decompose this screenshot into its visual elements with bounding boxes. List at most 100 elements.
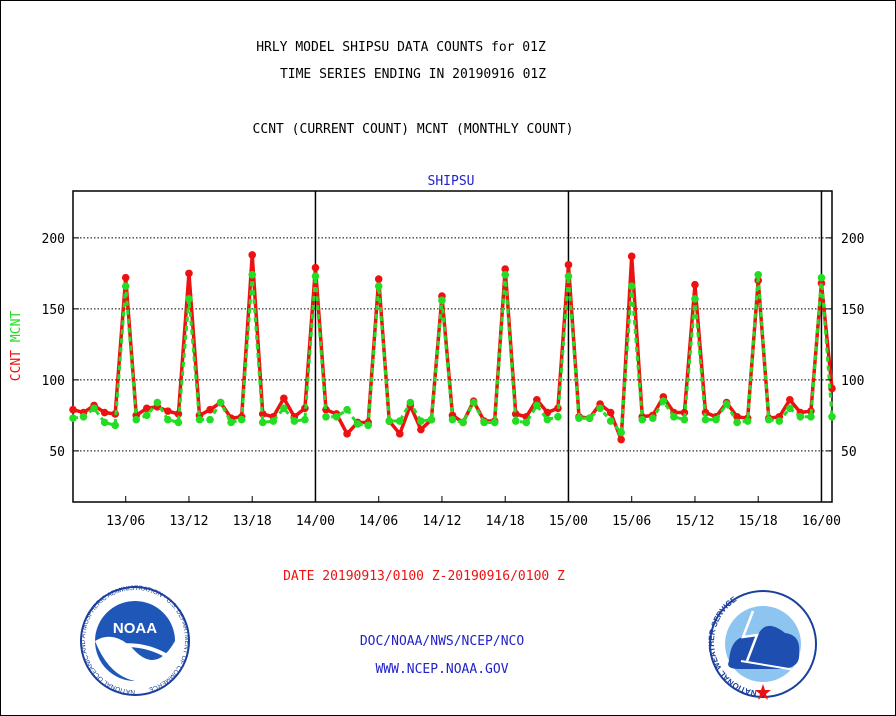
point-mcnt <box>775 417 784 425</box>
point-ccnt <box>533 395 541 404</box>
point-mcnt <box>691 295 699 303</box>
point-mcnt <box>90 404 98 413</box>
point-mcnt <box>438 296 446 305</box>
point-mcnt <box>575 414 583 423</box>
point-mcnt <box>659 397 668 405</box>
series-layer <box>69 251 836 444</box>
point-mcnt <box>533 401 541 410</box>
plot-frame <box>72 190 833 503</box>
axis-ticks: 50 50 100 100 150 150 200 200 13/06 13/12 13/18 14/… <box>42 232 865 529</box>
point-mcnt <box>754 270 763 279</box>
point-mcnt <box>353 420 362 428</box>
point-mcnt <box>290 417 299 425</box>
footer-url: WWW.NCEP.NOAA.GOV <box>375 662 508 677</box>
point-ccnt <box>248 251 257 259</box>
point-ccnt <box>121 273 130 282</box>
y-axis-label-mcnt: MCNT <box>9 311 24 350</box>
point-mcnt <box>712 415 720 424</box>
point-ccnt <box>786 395 794 404</box>
point-mcnt <box>469 398 478 407</box>
point-mcnt <box>585 414 594 423</box>
point-mcnt <box>606 417 615 425</box>
point-mcnt <box>807 412 815 421</box>
xtick-label: 14/00 <box>296 514 335 529</box>
point-ccnt <box>395 430 404 438</box>
point-ccnt <box>543 408 552 417</box>
point-mcnt <box>680 415 689 424</box>
point-mcnt <box>796 412 805 421</box>
xtick-label: 13/12 <box>169 514 208 529</box>
point-mcnt <box>385 417 394 425</box>
footer-org: DOC/NOAA/NWS/NCEP/NCO <box>360 634 525 649</box>
point-mcnt <box>543 415 552 424</box>
chart-title: SHIPSU <box>428 174 475 189</box>
point-mcnt <box>722 400 731 408</box>
point-mcnt <box>374 282 383 290</box>
point-mcnt <box>164 415 172 424</box>
ytick-label-right-200: 200 <box>841 232 864 247</box>
point-mcnt <box>79 412 88 421</box>
point-ccnt <box>733 412 741 421</box>
point-mcnt <box>364 421 372 430</box>
header-line2: TIME SERIES ENDING IN 20190916 01Z <box>280 67 546 82</box>
point-mcnt <box>406 398 415 407</box>
point-mcnt <box>627 282 636 290</box>
point-mcnt <box>617 428 625 437</box>
point-ccnt <box>417 425 425 434</box>
ytick-label-right-100: 100 <box>841 374 864 389</box>
ytick-label-left-150: 150 <box>42 303 65 318</box>
point-mcnt <box>311 272 320 281</box>
point-mcnt <box>216 398 225 407</box>
point-mcnt <box>501 270 510 279</box>
ytick-label-left-100: 100 <box>42 374 65 389</box>
point-mcnt <box>269 417 278 425</box>
header-line3: CCNT (CURRENT COUNT) MCNT (MONTHLY COUNT… <box>253 122 574 137</box>
point-ccnt <box>691 280 699 289</box>
point-mcnt <box>564 272 573 281</box>
point-mcnt <box>343 405 351 414</box>
point-ccnt <box>206 405 214 414</box>
point-ccnt <box>280 394 288 403</box>
y-axis-label-ccnt: CCNT <box>9 350 24 381</box>
point-ccnt <box>164 407 172 415</box>
point-ccnt <box>142 404 151 413</box>
point-mcnt <box>448 415 457 424</box>
point-mcnt <box>417 417 425 425</box>
point-mcnt <box>554 412 562 421</box>
ytick-label-left-200: 200 <box>42 232 65 247</box>
point-mcnt <box>511 417 520 425</box>
point-mcnt <box>648 414 657 423</box>
point-mcnt <box>786 404 794 413</box>
point-mcnt <box>195 415 204 424</box>
ytick-label-right-50: 50 <box>841 445 857 460</box>
y-axis-label: CCNT MCNT <box>9 311 24 382</box>
point-ccnt <box>343 430 351 438</box>
xtick-label: 14/18 <box>486 514 525 529</box>
nws-logo: NATIONAL WEATHER SERVICE <box>707 590 817 700</box>
point-ccnt <box>311 263 320 272</box>
point-mcnt <box>490 418 499 427</box>
xtick-label: 15/06 <box>612 514 651 529</box>
point-ccnt <box>374 275 383 283</box>
point-mcnt <box>733 418 741 427</box>
date-range: DATE 20190913/0100 Z-20190916/0100 Z <box>283 569 565 584</box>
point-mcnt <box>206 415 214 424</box>
point-ccnt <box>69 405 77 414</box>
xtick-label: 13/18 <box>233 514 272 529</box>
noaa-logo-text: NOAA <box>113 620 157 637</box>
point-mcnt <box>828 412 836 421</box>
point-mcnt <box>248 270 257 279</box>
point-mcnt <box>322 412 330 421</box>
point-mcnt <box>185 295 193 303</box>
point-mcnt <box>258 418 267 427</box>
point-mcnt <box>69 414 77 423</box>
point-ccnt <box>100 408 109 417</box>
point-mcnt <box>111 421 119 430</box>
point-mcnt <box>459 418 467 427</box>
point-ccnt <box>617 435 625 444</box>
grid-lines <box>73 191 832 502</box>
point-mcnt <box>132 415 141 424</box>
point-mcnt <box>395 417 404 425</box>
